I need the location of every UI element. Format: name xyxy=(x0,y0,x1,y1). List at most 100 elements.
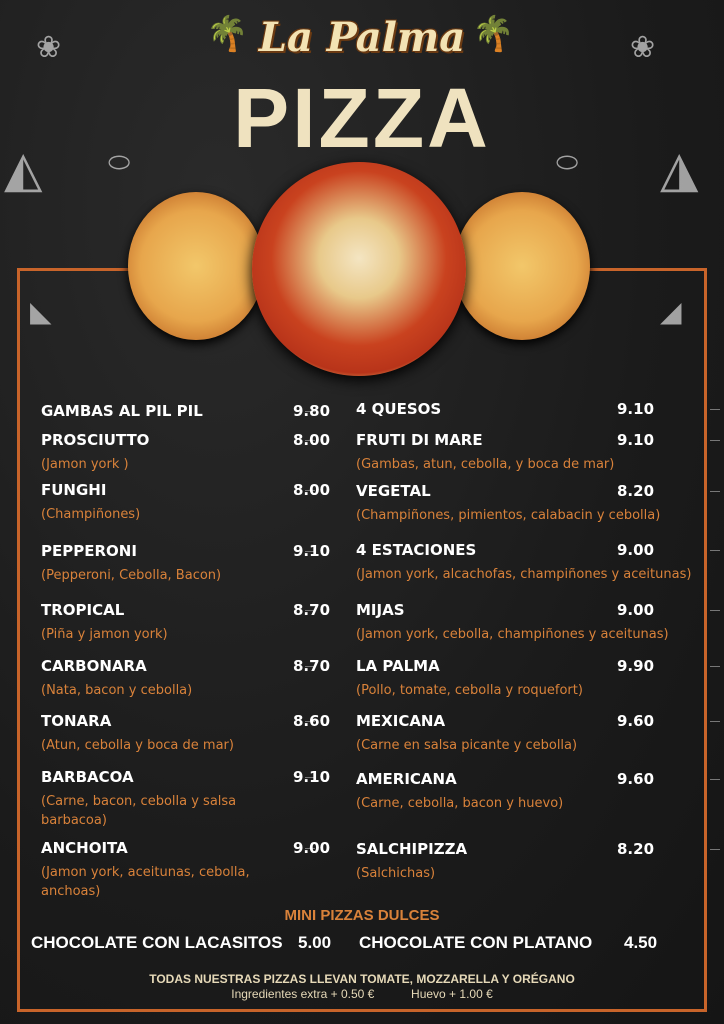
leader-line xyxy=(710,440,720,441)
item-description: (Champiñones) xyxy=(41,507,141,522)
leader-line xyxy=(305,721,315,722)
pizza-image-center xyxy=(252,162,466,376)
leader-line xyxy=(710,721,720,722)
item-name: 4 QUESOS xyxy=(356,400,442,418)
leader-line xyxy=(710,409,720,410)
item-price: 8.20 xyxy=(617,840,655,858)
menu-item: TONARA 8.60 (Atun, cebolla y boca de mar… xyxy=(41,712,330,755)
footer-note: TODAS NUESTRAS PIZZAS LLEVAN TOMATE, MOZ… xyxy=(149,972,575,986)
extra-ingredients: Ingredientes extra + 0.50 € xyxy=(231,987,375,1001)
dulces-title: MINI PIZZAS DULCES xyxy=(284,907,440,924)
menu-item: AMERICANA 9.60 (Carne, cebolla, bacon y … xyxy=(356,770,720,813)
leader-line xyxy=(305,411,315,412)
dulce-price: 4.50 xyxy=(624,933,658,952)
palm-tree-icon: 🌴 xyxy=(206,14,249,54)
item-name: PROSCIUTTO xyxy=(41,431,150,449)
menu-item: MIJAS 9.00 (Jamon york, cebolla, champiñ… xyxy=(356,601,720,644)
item-description: (Piña y jamon york) xyxy=(41,627,168,642)
item-description: (Nata, bacon y cebolla) xyxy=(41,683,193,698)
leader-line xyxy=(305,490,315,491)
menu-item: FUNGHI 8.00 (Champiñones) xyxy=(41,481,330,524)
item-name: MIJAS xyxy=(356,601,405,619)
menu-item: 4 ESTACIONES 9.00 (Jamon york, alcachofa… xyxy=(356,541,720,584)
item-name: FUNGHI xyxy=(41,481,107,499)
item-name: FRUTI DI MARE xyxy=(356,431,483,449)
pizza-slice-sketch-icon: ◮ xyxy=(660,140,699,198)
item-description: (Salchichas) xyxy=(356,866,436,881)
leader-line xyxy=(710,666,720,667)
item-name: AMERICANA xyxy=(356,770,457,788)
item-price: 9.10 xyxy=(293,542,331,560)
menu-item: GAMBAS AL PIL PIL 9.80 xyxy=(41,402,330,420)
leader-line xyxy=(305,440,315,441)
item-name: 4 ESTACIONES xyxy=(356,541,477,559)
menu-item: PEPPERONI 9.10 (Pepperoni, Cebolla, Baco… xyxy=(41,542,330,585)
item-price: 8.60 xyxy=(293,712,331,730)
item-description: (Pollo, tomate, cebolla y roquefort) xyxy=(356,683,583,698)
menu-item: VEGETAL 8.20 (Champiñones, pimientos, ca… xyxy=(356,482,720,525)
dulce-name: CHOCOLATE CON LACASITOS xyxy=(31,933,283,952)
leader-line xyxy=(710,550,720,551)
dulce-name: CHOCOLATE CON PLATANO xyxy=(359,933,593,952)
palm-tree-icon: 🌴 xyxy=(472,14,515,54)
menu-item: LA PALMA 9.90 (Pollo, tomate, cebolla y … xyxy=(356,657,720,700)
leader-line xyxy=(710,779,720,780)
brand-logo: La Palma xyxy=(258,14,466,61)
leader-line xyxy=(710,610,720,611)
leader-line xyxy=(305,848,315,849)
item-price: 9.10 xyxy=(617,431,655,449)
menu-item: PROSCIUTTO 8.00 (Jamon york ) xyxy=(41,431,330,474)
leader-line xyxy=(305,551,315,552)
item-name: PEPPERONI xyxy=(41,542,137,560)
item-price: 9.00 xyxy=(617,601,655,619)
pizza-slice-sketch-icon: ◣ xyxy=(30,295,52,328)
menu-item: ANCHOITA 9.00 (Jamon york, aceitunas, ce… xyxy=(41,839,330,901)
item-description: (Champiñones, pimientos, calabacin y ceb… xyxy=(356,508,661,523)
item-name: SALCHIPIZZA xyxy=(356,840,468,858)
pizza-image-right xyxy=(454,192,590,340)
leader-line xyxy=(305,666,315,667)
item-name: BARBACOA xyxy=(41,768,134,786)
item-description: (Atun, cebolla y boca de mar) xyxy=(41,738,234,753)
menu-item: SALCHIPIZZA 8.20 (Salchichas) xyxy=(356,840,720,883)
pizza-sketch-icon: ⬭ xyxy=(556,148,579,178)
item-name: LA PALMA xyxy=(356,657,440,675)
menu-item: TROPICAL 8.70 (Piña y jamon york) xyxy=(41,601,330,644)
item-price: 8.00 xyxy=(293,481,331,499)
item-description: (Jamon york, alcachofas, champiñones y a… xyxy=(356,567,692,582)
item-price: 8.70 xyxy=(293,601,331,619)
item-description: (Carne, bacon, cebolla y salsa barbacoa) xyxy=(41,794,237,828)
item-price: 9.00 xyxy=(293,839,331,857)
menu-item: 4 QUESOS 9.10 xyxy=(356,400,720,418)
pizza-image-left xyxy=(128,192,264,340)
item-price: 9.90 xyxy=(617,657,655,675)
page-title: PIZZA xyxy=(233,71,491,165)
footer-extras: Ingredientes extra + 0.50 € Huevo + 1.00… xyxy=(0,987,724,1001)
leader-line xyxy=(710,491,720,492)
leader-line xyxy=(305,610,315,611)
menu-item: FRUTI DI MARE 9.10 (Gambas, atun, ceboll… xyxy=(356,431,720,474)
pizza-slice-sketch-icon: ◭ xyxy=(4,140,43,198)
mushroom-sketch-icon: ❀ xyxy=(36,30,62,65)
item-price: 8.20 xyxy=(617,482,655,500)
item-price: 9.60 xyxy=(617,770,655,788)
item-price: 9.60 xyxy=(617,712,655,730)
item-description: (Jamon york ) xyxy=(41,457,129,472)
menu-item: BARBACOA 9.10 (Carne, bacon, cebolla y s… xyxy=(41,768,330,830)
leader-line xyxy=(710,849,720,850)
item-description: (Jamon york, aceitunas, cebolla, anchoas… xyxy=(41,865,250,899)
pizza-slice-sketch-icon: ◢ xyxy=(660,295,682,328)
item-description: (Carne, cebolla, bacon y huevo) xyxy=(356,796,564,811)
dulce-price: 5.00 xyxy=(298,933,332,952)
item-price: 9.80 xyxy=(293,402,331,420)
item-name: ANCHOITA xyxy=(41,839,128,857)
item-price: 9.10 xyxy=(617,400,655,418)
item-name: VEGETAL xyxy=(356,482,431,500)
mushroom-sketch-icon: ❀ xyxy=(630,30,656,65)
item-description: (Gambas, atun, cebolla, y boca de mar) xyxy=(356,457,615,472)
item-price: 9.00 xyxy=(617,541,655,559)
item-description: (Pepperoni, Cebolla, Bacon) xyxy=(41,568,222,583)
item-description: (Carne en salsa picante y cebolla) xyxy=(356,738,578,753)
item-name: MEXICANA xyxy=(356,712,446,730)
menu-item: CARBONARA 8.70 (Nata, bacon y cebolla) xyxy=(41,657,330,700)
